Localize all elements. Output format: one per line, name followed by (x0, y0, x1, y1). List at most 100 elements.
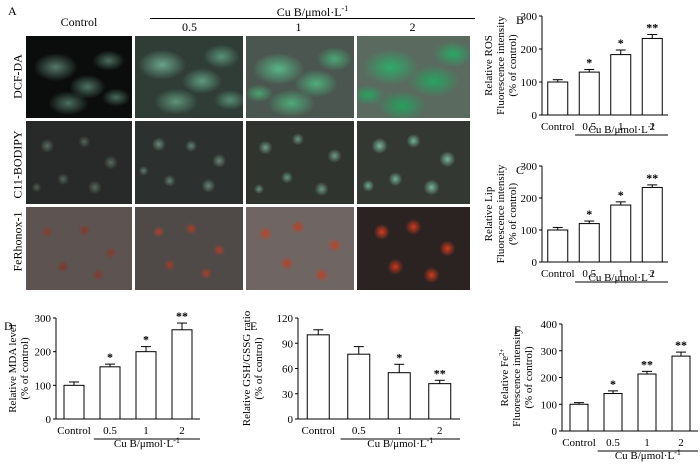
micrograph-dcf-da-control (26, 36, 132, 118)
bar (610, 54, 632, 116)
y-tick-label: 0 (532, 257, 538, 269)
y-axis-label: Fluorescence intensity (495, 16, 507, 115)
panel-letter: B (516, 13, 524, 27)
category-label: 2 (437, 425, 443, 437)
micrograph-ferhonox-1-control (26, 207, 132, 290)
significance-marker: ** (434, 366, 446, 380)
bar (641, 186, 663, 263)
category-label: 0.5 (352, 425, 366, 437)
y-tick-label: 120 (277, 313, 294, 325)
y-axis-label: (% of control) (523, 346, 535, 409)
treatment-header: Cu B/μmol·L-1 (150, 4, 475, 20)
micrograph-dcf-da-0-5 (135, 36, 243, 118)
bar (347, 353, 371, 420)
chart-e: E 0 30 60 90 120 Control 0.5 * 1 ** 2 Cu B/μmol·L-1 R… (241, 310, 460, 450)
category-label: Control (57, 425, 91, 437)
y-tick-label: 0 (552, 426, 558, 438)
bar (547, 229, 569, 263)
x-axis-label: Cu B/μmol·L-1 (367, 436, 433, 450)
significance-marker: * (107, 350, 113, 364)
micrograph-c11-bodipy-2 (357, 121, 470, 204)
category-label: 2 (179, 425, 185, 437)
category-label: 1 (143, 425, 149, 437)
treatment-header-text: Cu B/μmol·L (276, 5, 342, 19)
significance-marker: * (618, 36, 624, 50)
chart-b: B 0 100 200 300 Control * 0.5 * 1 ** 2Cu B/μmol·L-1… (483, 11, 668, 136)
panel-a-letter: A (8, 4, 17, 18)
y-axis-label: Relative GSH/GSSG ratio (241, 310, 253, 426)
y-tick-label: 100 (541, 399, 558, 411)
y-axis-label: (% of control) (19, 337, 31, 400)
bar (428, 383, 452, 420)
y-tick-label: 300 (35, 313, 52, 325)
column-header-2: 2 (409, 20, 416, 34)
bar (569, 403, 589, 432)
category-label: 2 (650, 121, 656, 133)
y-axis-label: Relative MDA level (7, 324, 19, 413)
category-label: 0.5 (582, 268, 596, 280)
x-axis-label: Cu B/μmol·L-1 (589, 122, 655, 136)
category-label: 1 (618, 268, 624, 280)
significance-marker: ** (675, 338, 687, 352)
category-label: 2 (678, 437, 684, 449)
y-tick-label: 200 (35, 347, 52, 359)
y-tick-label: 200 (521, 193, 538, 205)
category-label: 1 (644, 437, 650, 449)
micrograph-ferhonox-1-2 (357, 207, 470, 290)
bar (306, 334, 330, 420)
treatment-header-line (150, 18, 475, 19)
bar (63, 384, 85, 420)
bar (610, 204, 632, 263)
micrograph-c11-bodipy-0-5 (135, 121, 243, 204)
micrograph-dcf-da-2 (357, 36, 470, 118)
significance-marker: * (396, 350, 402, 364)
bar (578, 71, 600, 116)
y-tick-label: 300 (521, 161, 538, 173)
y-axis-label: Relative Lip (483, 186, 495, 241)
bar (671, 355, 691, 432)
x-axis-label: Cu B/μmol·L-1 (589, 270, 655, 284)
y-tick-label: 0 (46, 414, 52, 426)
category-label: 2 (650, 268, 656, 280)
y-tick-label: 0 (288, 414, 294, 426)
y-tick-label: 300 (541, 346, 558, 358)
micrograph-c11-bodipy-1 (246, 121, 354, 204)
significance-marker: * (586, 55, 592, 69)
y-tick-label: 0 (532, 110, 538, 122)
y-axis-label: (% of control) (507, 183, 519, 246)
bar (99, 366, 121, 420)
category-label: 0.5 (103, 425, 117, 437)
y-axis-label: Relative Fe2+ (498, 349, 511, 407)
y-tick-label: 100 (35, 380, 52, 392)
treatment-header-exp: -1 (341, 4, 349, 13)
y-tick-label: 200 (541, 373, 558, 385)
panel-letter: C (516, 163, 524, 177)
bar (135, 351, 157, 420)
chart-f: F 0 100 200 300 400 Control * 0.5 ** 1 ** 2Cu B/μmol… (498, 319, 698, 462)
micrograph-c11-bodipy-control (26, 121, 132, 204)
bar (578, 223, 600, 263)
bar (171, 329, 193, 420)
significance-marker: ** (646, 171, 658, 185)
significance-marker: * (618, 188, 624, 202)
y-tick-label: 400 (541, 319, 558, 331)
category-label: Control (541, 121, 575, 133)
significance-marker: * (143, 333, 149, 347)
category-label: Control (562, 437, 596, 449)
bar (547, 81, 569, 116)
bar (603, 393, 623, 432)
column-header-1: 1 (295, 20, 302, 34)
category-label: 1 (618, 121, 624, 133)
significance-marker: ** (641, 357, 653, 371)
y-axis-label: (% of control) (253, 337, 265, 400)
micrograph-ferhonox-1-0-5 (135, 207, 243, 290)
x-axis-label: Cu B/μmol·L-1 (114, 436, 180, 450)
y-axis-label: (% of control) (507, 34, 519, 97)
micrograph-dcf-da-1 (246, 36, 354, 118)
y-tick-label: 30 (282, 389, 294, 401)
y-tick-label: 200 (521, 44, 538, 56)
y-axis-label: Relative ROS (483, 35, 495, 96)
chart-c: C 0 100 200 300 Control * 0.5 * 1 ** 2Cu B/μmol·L-1… (483, 161, 668, 284)
significance-marker: * (610, 377, 616, 391)
